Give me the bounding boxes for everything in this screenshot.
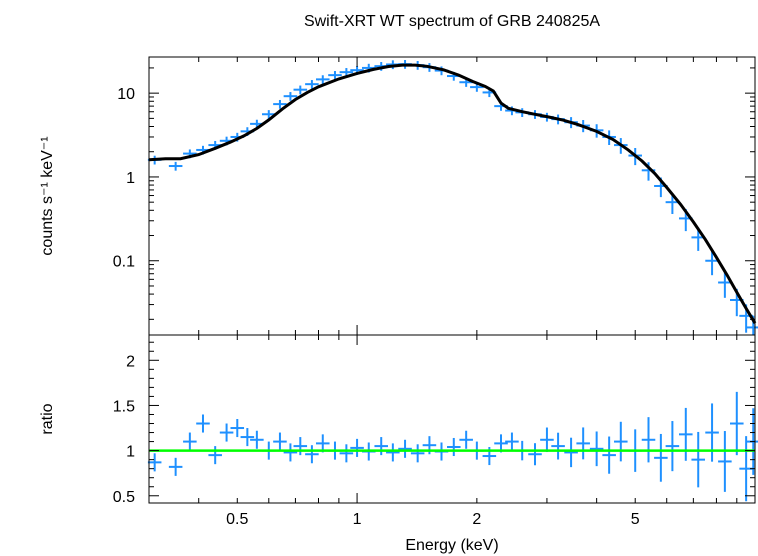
spectrum-point <box>328 71 342 80</box>
ratio-point <box>564 437 578 468</box>
ratio-point <box>240 428 255 447</box>
ratio-point <box>665 421 680 472</box>
ratio-point <box>459 430 473 449</box>
ratio-point <box>219 423 234 442</box>
bottom-panel: 0.5 1 2 5 0.5 1 1.5 2 ratio Energy (keV) <box>39 334 758 554</box>
bottom-panel-frame <box>148 334 756 504</box>
spectrum-data-points <box>147 59 758 335</box>
ratio-point <box>305 445 319 464</box>
ratio-point <box>273 432 287 451</box>
ratio-point <box>398 439 412 458</box>
ratio-point <box>447 437 461 457</box>
ratio-point <box>374 437 389 456</box>
ratio-point <box>505 432 519 451</box>
x-tick-label: 1 <box>353 511 362 528</box>
y-tick-label: 1 <box>126 444 135 461</box>
spectrum-point <box>273 99 287 109</box>
spectrum-point <box>705 250 719 276</box>
ratio-point <box>576 427 590 460</box>
y-tick-label: 2 <box>126 353 135 370</box>
bottom-panel-ticks: 0.5 1 2 5 0.5 1 1.5 2 <box>113 335 756 528</box>
ratio-point <box>293 437 308 456</box>
ratio-point <box>614 421 628 462</box>
spectrum-point <box>718 271 732 298</box>
chart-title: Swift-XRT WT spectrum of GRB 240825A <box>304 13 600 30</box>
ratio-point <box>641 417 656 463</box>
ratio-point <box>283 443 298 462</box>
ratio-point <box>147 453 162 472</box>
top-y-axis-label: counts s⁻¹ keV⁻¹ <box>39 136 56 255</box>
bottom-y-axis-label: ratio <box>39 403 56 434</box>
top-panel-frame <box>148 56 756 336</box>
y-tick-label: 0.5 <box>113 489 135 506</box>
ratio-point <box>654 433 668 482</box>
spectrum-point <box>262 110 276 119</box>
x-axis-label: Energy (keV) <box>405 537 498 554</box>
ratio-point <box>168 457 183 476</box>
ratio-point <box>718 431 732 492</box>
spectrum-point <box>315 75 330 85</box>
ratio-point <box>386 443 400 462</box>
top-panel: 0.1 1 10 counts s⁻¹ keV⁻¹ <box>39 56 758 336</box>
y-tick-label: 1 <box>126 170 135 187</box>
ratio-point <box>350 438 364 457</box>
ratio-point <box>208 446 222 465</box>
ratio-point <box>196 414 210 433</box>
ratio-point <box>730 391 744 456</box>
ratio-point <box>230 419 245 438</box>
ratio-point <box>705 403 719 462</box>
top-panel-ticks: 0.1 1 10 <box>113 57 756 335</box>
ratio-point <box>250 430 264 449</box>
ratio-point <box>540 427 554 453</box>
spectrum-point <box>293 85 308 95</box>
y-tick-label: 0.1 <box>113 254 135 271</box>
spectrum-point <box>168 161 183 171</box>
x-tick-label: 0.5 <box>226 511 248 528</box>
ratio-data-points <box>147 391 758 502</box>
x-tick-label: 2 <box>472 511 481 528</box>
ratio-point <box>528 443 542 466</box>
x-tick-label: 5 <box>631 511 640 528</box>
ratio-point <box>183 432 197 451</box>
spectrum-point <box>305 80 319 89</box>
y-tick-label: 1.5 <box>113 398 135 415</box>
spectrum-point <box>283 92 298 101</box>
spectrum-model-line <box>148 63 757 324</box>
ratio-point <box>551 432 565 460</box>
ratio-point <box>589 431 604 467</box>
ratio-point <box>691 431 706 488</box>
y-tick-label: 10 <box>117 86 135 103</box>
ratio-point <box>679 407 693 461</box>
ratio-point <box>339 444 354 463</box>
ratio-point <box>410 444 425 463</box>
ratio-point <box>602 436 616 474</box>
